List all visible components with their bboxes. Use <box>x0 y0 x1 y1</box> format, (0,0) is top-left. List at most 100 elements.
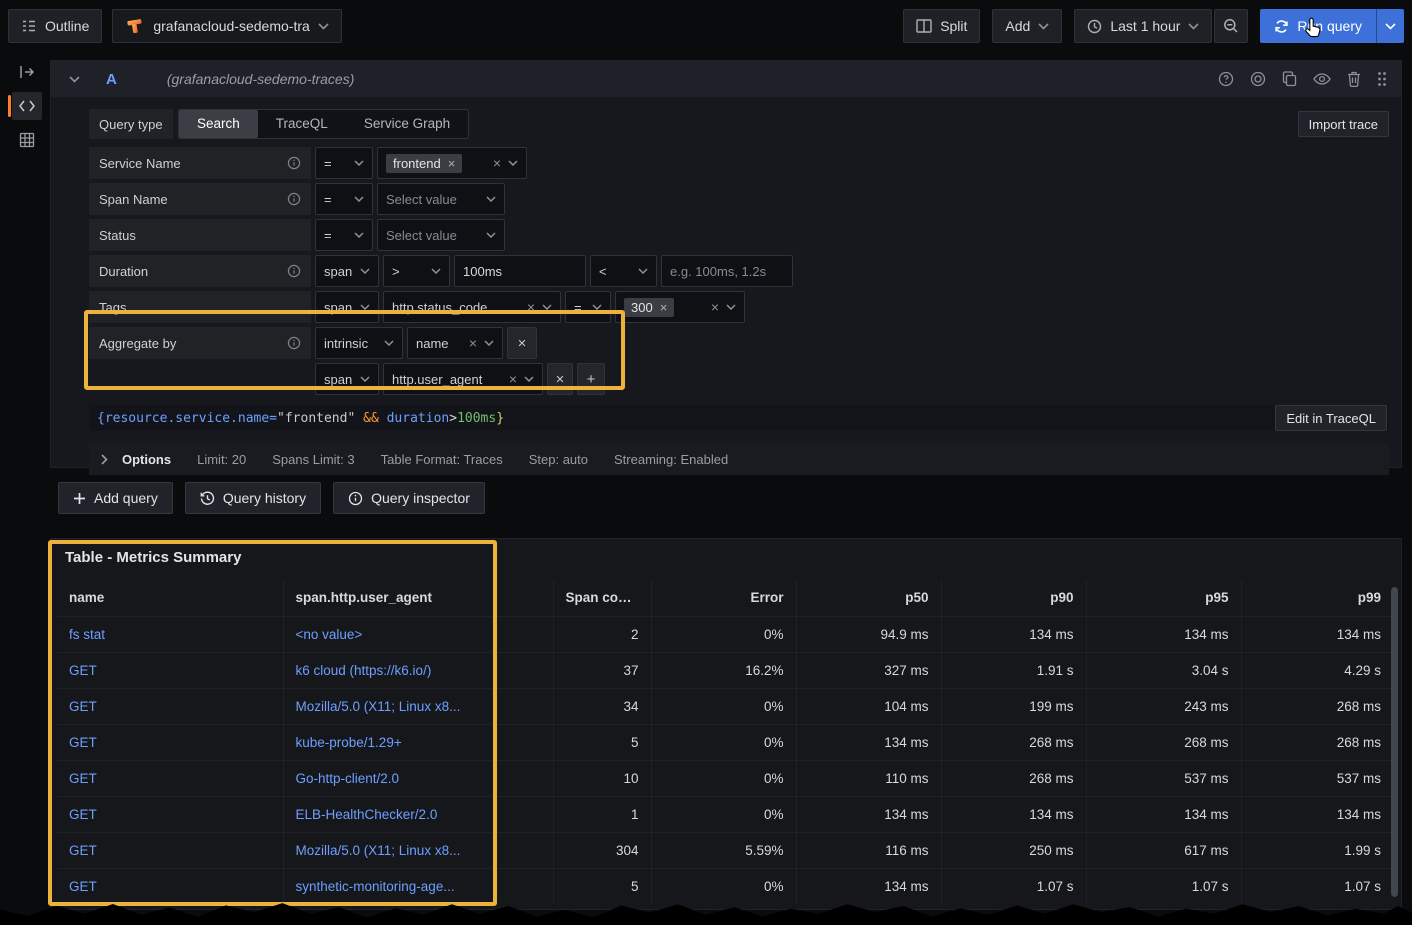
add-aggregate-button[interactable]: + <box>577 363 605 395</box>
tab-search[interactable]: Search <box>179 110 258 138</box>
aggregate-key-select[interactable]: name × <box>407 327 503 359</box>
query-type-tabs: Search TraceQL Service Graph <box>178 109 470 139</box>
tags-key-select[interactable]: http.status_code × <box>383 291 561 323</box>
column-header[interactable]: Error <box>651 580 797 616</box>
query-inspector-button[interactable]: Query inspector <box>333 482 485 514</box>
add-query-button[interactable]: Add query <box>58 482 173 514</box>
status-op-select[interactable]: = <box>315 219 373 251</box>
collapse-panel-icon[interactable] <box>12 58 42 86</box>
value-chip[interactable]: frontend × <box>386 153 463 173</box>
cell-value: 1.07 s <box>1086 868 1242 904</box>
column-header[interactable]: span.http.user_agent <box>283 580 554 616</box>
cell-user-agent[interactable]: ELB-HealthChecker/2.0 <box>283 796 554 832</box>
chevron-down-icon <box>354 232 364 238</box>
cell-name[interactable]: GET <box>57 796 284 832</box>
import-trace-button[interactable]: Import trace <box>1297 111 1389 137</box>
zoom-out-button[interactable] <box>1214 9 1249 43</box>
remove-aggregate-button[interactable]: × <box>507 327 537 359</box>
cell-value: 110 ms <box>796 760 942 796</box>
chevron-down-icon <box>360 268 370 274</box>
eye-icon[interactable] <box>1313 72 1331 86</box>
cell-value: 0% <box>651 796 797 832</box>
drag-handle-icon[interactable] <box>1377 71 1387 87</box>
cell-user-agent[interactable]: kube-probe/1.29+ <box>283 724 554 760</box>
cell-name[interactable]: GET <box>57 688 284 724</box>
remove-aggregate-button[interactable]: × <box>547 363 573 395</box>
column-header[interactable]: p50 <box>796 580 942 616</box>
cell-user-agent[interactable]: k6 cloud (https://k6.io/) <box>283 652 554 688</box>
query-ref-id: A <box>106 70 117 88</box>
tab-traceql[interactable]: TraceQL <box>275 116 328 131</box>
cell-user-agent[interactable]: Mozilla/5.0 (X11; Linux x8... <box>283 688 554 724</box>
cell-user-agent[interactable]: synthetic-monitoring-age... <box>283 868 554 904</box>
cell-name[interactable]: GET <box>57 724 284 760</box>
trash-icon[interactable] <box>1347 71 1361 87</box>
close-icon[interactable]: × <box>447 155 456 171</box>
column-header[interactable]: Span count <box>553 580 652 616</box>
service-name-value-select[interactable]: frontend × × <box>377 147 527 179</box>
query-editor-panel: A (grafanacloud-sedemo-traces) <box>50 60 1402 475</box>
help-icon[interactable] <box>1218 71 1234 87</box>
options-expand-icon[interactable] <box>101 453 108 465</box>
close-icon[interactable]: × <box>659 299 668 315</box>
record-icon[interactable] <box>1250 71 1266 87</box>
add-button[interactable]: Add <box>992 9 1063 43</box>
collapse-query-icon[interactable] <box>69 75 80 83</box>
table-row: GET Mozilla/5.0 (X11; Linux x8... 304 5.59%… <box>57 832 1393 868</box>
value-chip[interactable]: 300 × <box>624 297 675 317</box>
tags-scope-select[interactable]: span <box>315 291 379 323</box>
code-view-icon[interactable] <box>8 92 42 120</box>
split-button[interactable]: Split <box>903 9 981 43</box>
query-history-button[interactable]: Query history <box>184 482 322 514</box>
status-value-select[interactable]: Select value <box>377 219 505 251</box>
traceql-token: duration <box>386 410 450 426</box>
chevron-down-icon <box>360 304 370 310</box>
duration-gt-op-select[interactable]: > <box>383 255 450 287</box>
cell-user-agent[interactable]: <no value> <box>283 616 554 652</box>
cell-name[interactable]: GET <box>57 652 284 688</box>
clear-icon[interactable]: × <box>710 299 719 315</box>
column-header[interactable]: p95 <box>1086 580 1242 616</box>
copy-icon[interactable] <box>1282 71 1297 87</box>
tags-value-select[interactable]: 300 × × <box>615 291 745 323</box>
column-header[interactable]: p99 <box>1357 590 1381 606</box>
duration-scope-select[interactable]: span <box>315 255 379 287</box>
tab-service-graph[interactable]: Service Graph <box>363 116 451 131</box>
cell-name[interactable]: fs stat <box>57 616 284 652</box>
run-query-button[interactable]: Run query <box>1260 9 1404 43</box>
clear-icon[interactable]: × <box>492 155 501 171</box>
clock-icon <box>1087 19 1102 34</box>
time-range-picker[interactable]: Last 1 hour <box>1074 9 1213 43</box>
span-name-value-select[interactable]: Select value <box>377 183 505 215</box>
duration-min-input[interactable] <box>463 263 577 279</box>
cell-name[interactable]: GET <box>57 868 284 904</box>
outline-label: Outline <box>45 18 90 34</box>
chevron-down-icon <box>431 268 441 274</box>
cell-user-agent[interactable]: Go-http-client/2.0 <box>283 760 554 796</box>
table-view-icon[interactable] <box>12 126 42 154</box>
run-query-caret[interactable] <box>1376 9 1404 43</box>
cell-name[interactable]: GET <box>57 760 284 796</box>
column-header[interactable]: name <box>57 580 284 616</box>
options-label[interactable]: Options <box>122 451 172 467</box>
clear-icon[interactable]: × <box>526 299 535 315</box>
cell-name[interactable]: GET <box>57 832 284 868</box>
edit-in-traceql-button[interactable]: Edit in TraceQL <box>1275 405 1387 431</box>
duration-lt-op-select[interactable]: < <box>590 255 657 287</box>
column-header[interactable]: p90 <box>941 580 1087 616</box>
scrollbar-thumb[interactable] <box>1391 587 1398 897</box>
duration-max-input[interactable] <box>670 263 784 279</box>
span-name-op-select[interactable]: = <box>315 183 373 215</box>
cell-user-agent[interactable]: Mozilla/5.0 (X11; Linux x8... <box>283 832 554 868</box>
aggregate-scope-select[interactable]: intrinsic <box>315 327 403 359</box>
aggregate-key-select[interactable]: http.user_agent × <box>383 363 543 395</box>
tags-op-select[interactable]: = <box>565 291 611 323</box>
split-label: Split <box>940 18 968 34</box>
datasource-picker[interactable]: grafanacloud-sedemo-tra <box>112 9 343 43</box>
outline-button[interactable]: Outline <box>8 9 103 43</box>
service-name-op-select[interactable]: = <box>315 147 373 179</box>
clear-icon[interactable]: × <box>508 371 517 387</box>
aggregate-scope-select[interactable]: span <box>315 363 379 395</box>
chevron-down-icon <box>354 196 364 202</box>
clear-icon[interactable]: × <box>468 335 477 351</box>
